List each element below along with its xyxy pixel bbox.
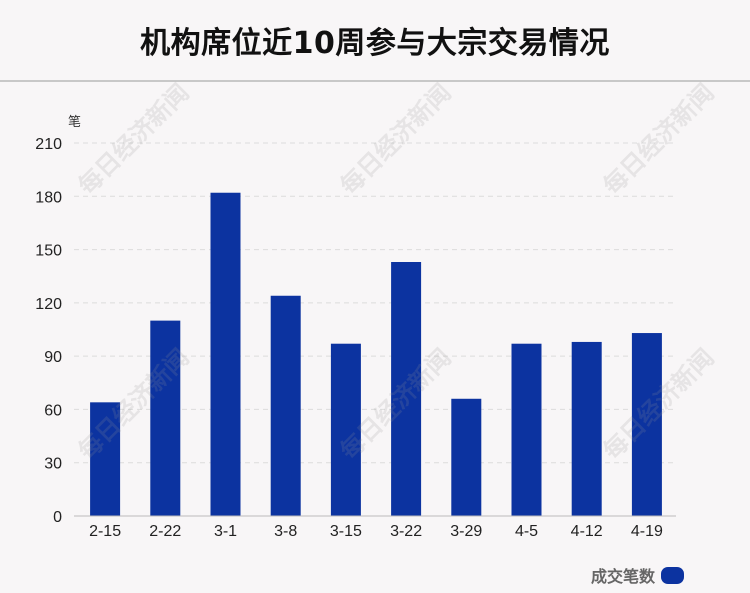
- x-tick-label: 3-8: [274, 523, 297, 540]
- y-tick-label: 150: [35, 243, 62, 260]
- bar-3-8: [270, 295, 301, 516]
- y-tick-labels: 0 30 60 90 120 150 180 210: [35, 136, 62, 526]
- y-tick-label: 120: [35, 296, 62, 313]
- x-tick-labels: 2-15 2-22 3-1 3-8 3-15 3-22 3-29 4-5 4-12 4-19: [89, 523, 663, 540]
- bar-3-15: [330, 343, 361, 516]
- x-tick-label: 4-12: [571, 523, 603, 540]
- bar-3-22: [391, 262, 422, 516]
- bar-3-29: [451, 398, 482, 516]
- y-tick-label: 210: [35, 136, 62, 153]
- y-tick-label: 90: [44, 349, 62, 366]
- y-tick-label: 30: [44, 456, 62, 473]
- y-axis-unit: 笔: [68, 114, 81, 130]
- x-tick-label: 3-22: [390, 523, 422, 540]
- legend-swatch: [661, 567, 684, 584]
- bar-4-5: [511, 343, 542, 516]
- x-tick-label: 3-1: [214, 523, 237, 540]
- y-tick-label: 60: [44, 402, 62, 419]
- legend-label: 成交笔数: [590, 567, 655, 586]
- x-tick-label: 4-19: [631, 523, 663, 540]
- x-tick-label: 2-15: [89, 523, 121, 540]
- bars: [90, 192, 662, 516]
- y-tick-label: 180: [35, 189, 62, 206]
- bar-4-12: [571, 341, 602, 516]
- x-tick-label: 4-5: [515, 523, 538, 540]
- bar-2-22: [150, 320, 181, 516]
- x-tick-label: 3-29: [450, 523, 482, 540]
- chart-title: 机构席位近10周参与大宗交易情况: [140, 26, 610, 61]
- y-tick-label: 0: [53, 509, 62, 526]
- x-tick-label: 3-15: [330, 523, 362, 540]
- title-divider: [0, 80, 750, 82]
- bar-4-19: [631, 333, 662, 516]
- bar-3-1: [210, 192, 241, 516]
- x-tick-label: 2-22: [149, 523, 181, 540]
- bar-2-15: [90, 402, 121, 516]
